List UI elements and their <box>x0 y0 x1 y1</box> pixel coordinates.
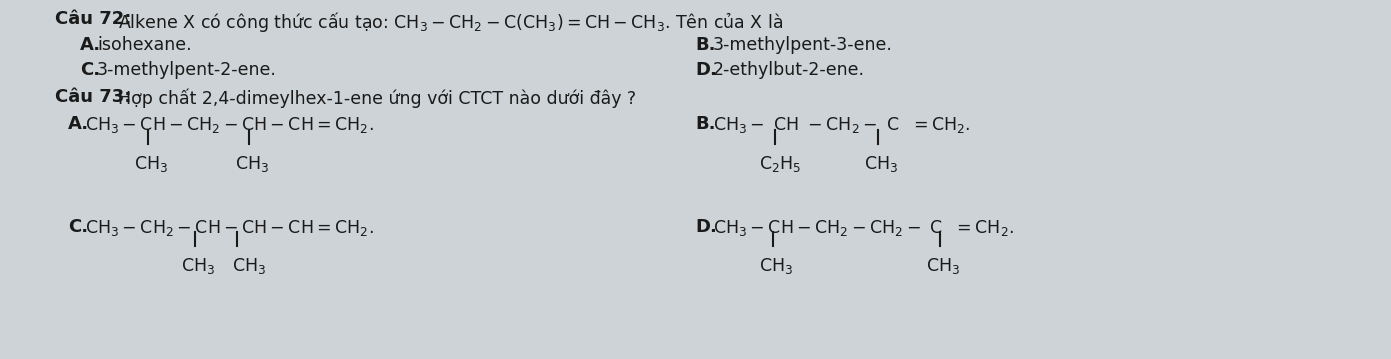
Text: A.: A. <box>81 36 102 54</box>
Text: $\mathregular{CH_3-CH-CH_2-CH_2-\ C\ \ =CH_2}$.: $\mathregular{CH_3-CH-CH_2-CH_2-\ C\ \ =… <box>714 218 1014 238</box>
Text: 3-methylpent-3-ene.: 3-methylpent-3-ene. <box>714 36 893 54</box>
Text: Câu 72:: Câu 72: <box>56 10 131 28</box>
Text: Hợp chất 2,4-dimeylhex-1-ene ứng với CTCT nào dưới đây ?: Hợp chất 2,4-dimeylhex-1-ene ứng với CTC… <box>118 88 636 107</box>
Text: B.: B. <box>696 115 715 133</box>
Text: $\mathregular{CH_3}$: $\mathregular{CH_3}$ <box>235 154 268 174</box>
Text: Câu 73:: Câu 73: <box>56 88 131 106</box>
Text: $\mathregular{CH_3}$: $\mathregular{CH_3}$ <box>864 154 899 174</box>
Text: $\mathregular{CH_3}$: $\mathregular{CH_3}$ <box>926 256 960 276</box>
Text: B.: B. <box>696 36 715 54</box>
Text: $\mathregular{CH_3}$: $\mathregular{CH_3}$ <box>134 154 168 174</box>
Text: D.: D. <box>696 61 716 79</box>
Text: $\mathregular{C_2H_5}$: $\mathregular{C_2H_5}$ <box>759 154 801 174</box>
Text: C.: C. <box>81 61 100 79</box>
Text: $\mathregular{CH_3}$: $\mathregular{CH_3}$ <box>181 256 216 276</box>
Text: 3-methylpent-2-ene.: 3-methylpent-2-ene. <box>97 61 277 79</box>
Text: $\mathregular{CH_3}$: $\mathregular{CH_3}$ <box>759 256 793 276</box>
Text: $\mathregular{CH_3-CH-CH_2-CH-CH=CH_2}$.: $\mathregular{CH_3-CH-CH_2-CH-CH=CH_2}$. <box>85 115 374 135</box>
Text: C.: C. <box>68 218 88 236</box>
Text: $\mathregular{CH_3-CH_2-CH-CH-CH=CH_2}$.: $\mathregular{CH_3-CH_2-CH-CH-CH=CH_2}$. <box>85 218 374 238</box>
Text: A.: A. <box>68 115 89 133</box>
Text: Alkene X có công thức cấu tạo: $\mathregular{CH_3-CH_2-C(CH_3)=CH-CH_3}$. Tên củ: Alkene X có công thức cấu tạo: $\mathreg… <box>118 10 783 34</box>
Text: isohexane.: isohexane. <box>97 36 192 54</box>
Text: $\mathregular{CH_3-\ CH\ -CH_2-\ C\ \ =CH_2}$.: $\mathregular{CH_3-\ CH\ -CH_2-\ C\ \ =C… <box>714 115 971 135</box>
Text: $\mathregular{CH_3}$: $\mathregular{CH_3}$ <box>232 256 266 276</box>
Text: D.: D. <box>696 218 716 236</box>
Text: 2-ethylbut-2-ene.: 2-ethylbut-2-ene. <box>714 61 865 79</box>
